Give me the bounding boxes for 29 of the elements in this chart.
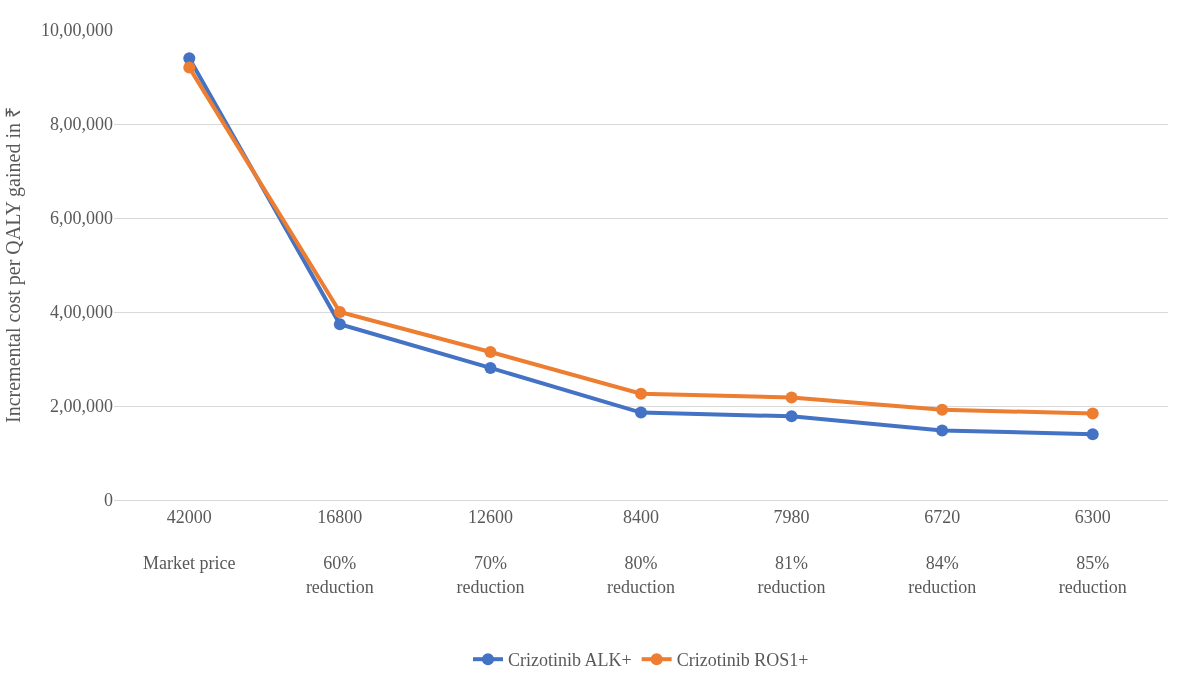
point (333, 306, 346, 318)
y-tick-label: 2,00,000 (50, 396, 113, 417)
point (785, 410, 798, 423)
category-label: 12600 70% reduction (456, 506, 525, 597)
y-tick-label: 0 (104, 490, 113, 511)
y-tick-label: 6,00,000 (50, 208, 113, 229)
point (936, 403, 949, 416)
y-axis-title: Incremental cost per QALY gained in ₹ (1, 107, 25, 423)
point (635, 406, 647, 419)
y-tick-label: 8,00,000 (50, 114, 113, 135)
point (333, 318, 346, 331)
point (484, 345, 497, 358)
category-label: 6300 85% reduction (1058, 506, 1127, 597)
category-label: 42000 Market price (143, 506, 236, 574)
category-label: 16800 60% reduction (305, 506, 374, 597)
y-tick-label: 4,00,000 (50, 302, 113, 323)
point (1086, 407, 1099, 420)
y-tick-label: 10,00,000 (41, 20, 113, 41)
category-label: 6720 84% reduction (908, 506, 977, 597)
point (183, 61, 196, 74)
legend-label: Crizotinib ROS1+ (676, 650, 809, 671)
legend-label: Crizotinib ALK+ (508, 650, 632, 671)
category-label: 7980 81% reduction (757, 506, 826, 597)
category-label: 8400 80% reduction (607, 506, 675, 597)
point (635, 387, 647, 400)
point (1086, 428, 1099, 441)
point (484, 361, 497, 374)
point (936, 424, 949, 437)
point (785, 391, 798, 404)
